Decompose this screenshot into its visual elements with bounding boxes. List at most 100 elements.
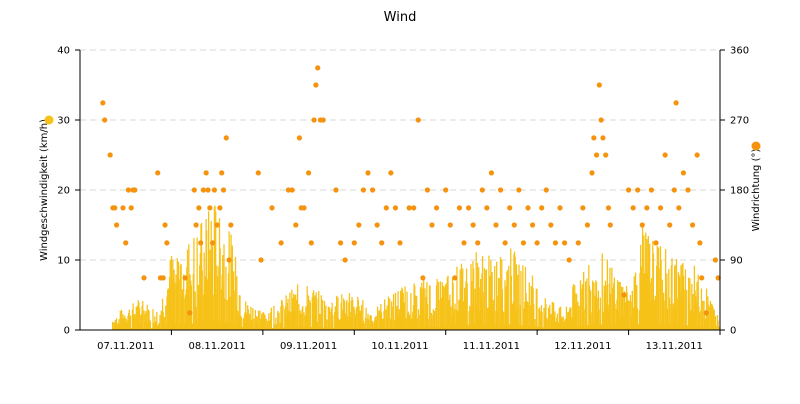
direction-point: [305, 170, 312, 176]
speed-bar: [119, 310, 121, 330]
speed-bar: [628, 300, 630, 330]
direction-point: [220, 187, 227, 193]
speed-bar: [484, 270, 486, 330]
speed-bar: [421, 282, 423, 330]
direction-point: [648, 187, 655, 193]
direction-point: [685, 187, 691, 193]
x-tick-label: 08.11.2011: [189, 341, 246, 352]
speed-bar: [239, 295, 241, 330]
direction-point: [605, 205, 612, 211]
speed-bar: [449, 294, 451, 330]
direction-point: [671, 187, 677, 193]
speed-bar: [112, 321, 114, 330]
speed-bar: [508, 265, 510, 330]
direction-point: [293, 222, 299, 228]
tick-labels: 0 10 20 30 40 0 90 180 270 360 07.11.2011 08.11.201…: [57, 46, 749, 353]
speed-legend-marker: [44, 115, 54, 125]
x-tick-label: 13.11.2011: [646, 341, 703, 352]
speed-bar: [289, 292, 291, 330]
direction-point: [120, 205, 126, 211]
speed-bar: [561, 317, 563, 330]
speed-bar: [660, 260, 662, 330]
chart-title: Wind: [384, 10, 417, 25]
speed-bar: [226, 299, 228, 330]
speed-bar: [326, 319, 328, 330]
direction-point: [497, 187, 504, 193]
speed-bar: [113, 322, 115, 330]
speed-bar: [236, 276, 238, 330]
speed-bar: [393, 319, 395, 330]
speed-bar: [257, 310, 260, 330]
speed-bar: [652, 253, 655, 330]
speed-bar: [494, 265, 496, 330]
direction-point: [603, 152, 609, 158]
speed-bar: [341, 294, 343, 330]
direction-point: [313, 82, 319, 88]
direction-point: [593, 152, 600, 158]
direction-point: [285, 187, 292, 193]
speed-bar: [586, 278, 588, 330]
speed-bar: [387, 296, 390, 330]
speed-bar: [225, 266, 227, 330]
speed-bar: [405, 317, 407, 330]
speed-bar: [714, 316, 717, 330]
speed-bar: [533, 304, 535, 330]
speed-bar: [318, 291, 320, 330]
direction-point: [200, 187, 207, 193]
speed-bar: [683, 289, 685, 330]
speed-bar: [562, 316, 564, 330]
speed-bar: [403, 302, 405, 330]
speed-bar: [593, 282, 595, 330]
speed-bar: [436, 279, 438, 330]
direction-point: [223, 135, 229, 141]
y-right-tick-label: 360: [730, 46, 749, 57]
speed-bar: [282, 305, 284, 330]
speed-bar: [115, 318, 118, 330]
speed-bar: [302, 306, 304, 330]
speed-bar: [462, 268, 464, 330]
speed-bar: [154, 316, 156, 330]
speed-bar: [475, 252, 477, 330]
direction-point: [452, 275, 458, 281]
speed-bar: [149, 321, 152, 330]
speed-bar: [708, 306, 710, 330]
direction-point: [580, 205, 586, 211]
speed-bar: [592, 280, 594, 330]
direction-point: [191, 187, 197, 193]
speed-bar: [510, 275, 513, 330]
direction-point: [697, 240, 703, 246]
speed-bar: [250, 306, 252, 330]
speed-bar: [273, 305, 275, 330]
gridlines: [80, 49, 720, 261]
speed-bar: [433, 310, 436, 330]
speed-bar: [496, 261, 498, 330]
direction-point: [534, 240, 540, 246]
speed-bar: [517, 274, 519, 330]
direction-point: [369, 187, 376, 193]
speed-bar: [295, 299, 297, 330]
speed-bar: [378, 310, 380, 330]
direction-point: [443, 187, 449, 193]
speed-bar: [674, 264, 676, 330]
speed-bar: [265, 318, 267, 330]
direction-point: [211, 187, 217, 193]
speed-bar: [118, 319, 120, 330]
direction-point: [406, 205, 412, 211]
direction-point: [653, 240, 659, 246]
speed-bar: [485, 269, 488, 330]
speed-bar: [704, 318, 706, 330]
speed-bar: [223, 244, 225, 330]
speed-bar: [232, 271, 235, 330]
speed-bar: [684, 269, 687, 330]
speed-bar: [431, 315, 433, 330]
speed-bar: [392, 294, 395, 330]
y-right-tick-label: 180: [730, 186, 749, 197]
speed-bar: [666, 308, 669, 330]
speed-bar: [583, 271, 585, 330]
y-right-axis-title: Windrichtung (°): [751, 149, 762, 232]
speed-bar: [671, 258, 673, 330]
speed-bar: [264, 314, 266, 330]
y-left-axis-title: Windgeschwindigkeit (km/h): [39, 119, 50, 261]
direction-point: [429, 222, 435, 228]
speed-bar: [163, 316, 166, 330]
